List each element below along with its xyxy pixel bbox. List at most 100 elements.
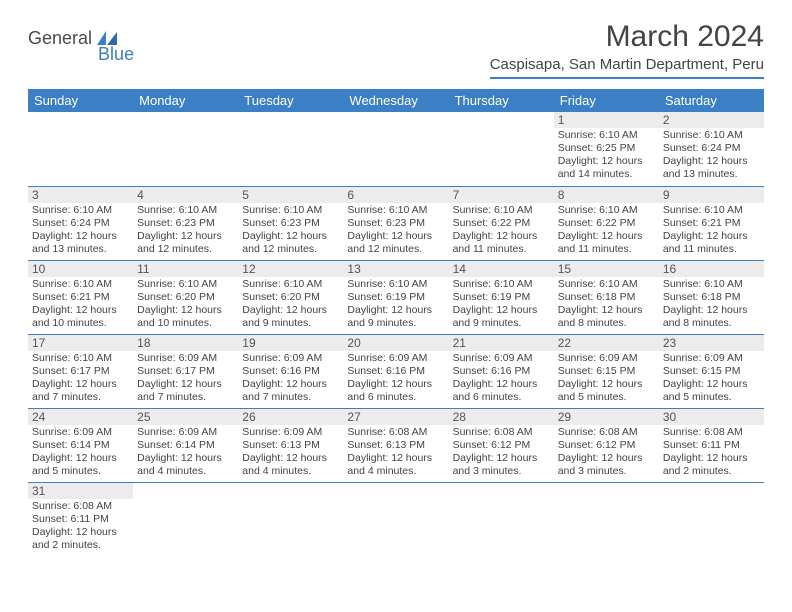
day-details: Sunrise: 6:10 AMSunset: 6:22 PMDaylight:… xyxy=(554,203,659,260)
daylight-line: Daylight: 12 hours and 11 minutes. xyxy=(558,230,655,256)
day-details: Sunrise: 6:09 AMSunset: 6:14 PMDaylight:… xyxy=(28,425,133,482)
sunset-line: Sunset: 6:12 PM xyxy=(453,439,550,452)
daylight-line: Daylight: 12 hours and 12 minutes. xyxy=(347,230,444,256)
day-number: 23 xyxy=(659,335,764,351)
day-number: 30 xyxy=(659,409,764,425)
day-number: 24 xyxy=(28,409,133,425)
sunset-line: Sunset: 6:18 PM xyxy=(663,291,760,304)
page-title: March 2024 xyxy=(490,20,764,54)
sunrise-line: Sunrise: 6:09 AM xyxy=(137,426,234,439)
sunrise-line: Sunrise: 6:09 AM xyxy=(453,352,550,365)
day-details: Sunrise: 6:10 AMSunset: 6:17 PMDaylight:… xyxy=(28,351,133,408)
daylight-line: Daylight: 12 hours and 6 minutes. xyxy=(347,378,444,404)
day-header-row: Sunday Monday Tuesday Wednesday Thursday… xyxy=(28,89,764,112)
day-number: 10 xyxy=(28,261,133,277)
sunset-line: Sunset: 6:17 PM xyxy=(137,365,234,378)
sunrise-line: Sunrise: 6:09 AM xyxy=(347,352,444,365)
sunrise-line: Sunrise: 6:08 AM xyxy=(32,500,129,513)
day-details: Sunrise: 6:10 AMSunset: 6:22 PMDaylight:… xyxy=(449,203,554,260)
sunrise-line: Sunrise: 6:10 AM xyxy=(32,204,129,217)
day-details: Sunrise: 6:10 AMSunset: 6:20 PMDaylight:… xyxy=(238,277,343,334)
daylight-line: Daylight: 12 hours and 13 minutes. xyxy=(663,155,760,181)
sunrise-line: Sunrise: 6:10 AM xyxy=(137,204,234,217)
sunrise-line: Sunrise: 6:10 AM xyxy=(663,278,760,291)
sunrise-line: Sunrise: 6:09 AM xyxy=(137,352,234,365)
daylight-line: Daylight: 12 hours and 7 minutes. xyxy=(242,378,339,404)
sunrise-line: Sunrise: 6:10 AM xyxy=(32,278,129,291)
day-number: 7 xyxy=(449,187,554,203)
day-details: Sunrise: 6:08 AMSunset: 6:11 PMDaylight:… xyxy=(659,425,764,482)
daylight-line: Daylight: 12 hours and 5 minutes. xyxy=(558,378,655,404)
calendar-cell xyxy=(343,112,448,186)
day-details: Sunrise: 6:09 AMSunset: 6:16 PMDaylight:… xyxy=(343,351,448,408)
day-number: 17 xyxy=(28,335,133,351)
sunset-line: Sunset: 6:19 PM xyxy=(453,291,550,304)
sunset-line: Sunset: 6:11 PM xyxy=(32,513,129,526)
calendar-cell: 23Sunrise: 6:09 AMSunset: 6:15 PMDayligh… xyxy=(659,334,764,408)
daylight-line: Daylight: 12 hours and 2 minutes. xyxy=(32,526,129,552)
daylight-line: Daylight: 12 hours and 14 minutes. xyxy=(558,155,655,181)
day-details: Sunrise: 6:10 AMSunset: 6:19 PMDaylight:… xyxy=(449,277,554,334)
header: General Blue March 2024 Caspisapa, San M… xyxy=(28,20,764,79)
calendar-row: 31Sunrise: 6:08 AMSunset: 6:11 PMDayligh… xyxy=(28,482,764,556)
calendar-row: 1Sunrise: 6:10 AMSunset: 6:25 PMDaylight… xyxy=(28,112,764,186)
calendar-row: 17Sunrise: 6:10 AMSunset: 6:17 PMDayligh… xyxy=(28,334,764,408)
sunrise-line: Sunrise: 6:10 AM xyxy=(347,278,444,291)
sunrise-line: Sunrise: 6:10 AM xyxy=(242,204,339,217)
daylight-line: Daylight: 12 hours and 3 minutes. xyxy=(558,452,655,478)
calendar-cell: 31Sunrise: 6:08 AMSunset: 6:11 PMDayligh… xyxy=(28,482,133,556)
daylight-line: Daylight: 12 hours and 11 minutes. xyxy=(453,230,550,256)
day-details: Sunrise: 6:09 AMSunset: 6:15 PMDaylight:… xyxy=(554,351,659,408)
daylight-line: Daylight: 12 hours and 2 minutes. xyxy=(663,452,760,478)
sunrise-line: Sunrise: 6:10 AM xyxy=(663,129,760,142)
day-details: Sunrise: 6:10 AMSunset: 6:19 PMDaylight:… xyxy=(343,277,448,334)
sunset-line: Sunset: 6:16 PM xyxy=(347,365,444,378)
sunrise-line: Sunrise: 6:10 AM xyxy=(558,278,655,291)
sunrise-line: Sunrise: 6:09 AM xyxy=(242,426,339,439)
day-number: 13 xyxy=(343,261,448,277)
sunset-line: Sunset: 6:14 PM xyxy=(32,439,129,452)
daylight-line: Daylight: 12 hours and 9 minutes. xyxy=(242,304,339,330)
sunrise-line: Sunrise: 6:08 AM xyxy=(347,426,444,439)
calendar-cell: 12Sunrise: 6:10 AMSunset: 6:20 PMDayligh… xyxy=(238,260,343,334)
calendar-cell: 6Sunrise: 6:10 AMSunset: 6:23 PMDaylight… xyxy=(343,186,448,260)
day-details: Sunrise: 6:10 AMSunset: 6:23 PMDaylight:… xyxy=(343,203,448,260)
daylight-line: Daylight: 12 hours and 12 minutes. xyxy=(137,230,234,256)
day-number: 2 xyxy=(659,112,764,128)
calendar-cell xyxy=(133,482,238,556)
sunset-line: Sunset: 6:21 PM xyxy=(32,291,129,304)
day-number: 22 xyxy=(554,335,659,351)
calendar-cell: 30Sunrise: 6:08 AMSunset: 6:11 PMDayligh… xyxy=(659,408,764,482)
calendar-cell: 19Sunrise: 6:09 AMSunset: 6:16 PMDayligh… xyxy=(238,334,343,408)
day-number: 14 xyxy=(449,261,554,277)
day-details: Sunrise: 6:10 AMSunset: 6:18 PMDaylight:… xyxy=(659,277,764,334)
calendar-cell: 10Sunrise: 6:10 AMSunset: 6:21 PMDayligh… xyxy=(28,260,133,334)
calendar-cell: 28Sunrise: 6:08 AMSunset: 6:12 PMDayligh… xyxy=(449,408,554,482)
daylight-line: Daylight: 12 hours and 12 minutes. xyxy=(242,230,339,256)
sunset-line: Sunset: 6:19 PM xyxy=(347,291,444,304)
day-header: Wednesday xyxy=(343,89,448,112)
day-details: Sunrise: 6:10 AMSunset: 6:23 PMDaylight:… xyxy=(133,203,238,260)
sunset-line: Sunset: 6:14 PM xyxy=(137,439,234,452)
daylight-line: Daylight: 12 hours and 3 minutes. xyxy=(453,452,550,478)
day-number: 3 xyxy=(28,187,133,203)
daylight-line: Daylight: 12 hours and 4 minutes. xyxy=(347,452,444,478)
sunrise-line: Sunrise: 6:09 AM xyxy=(558,352,655,365)
sunset-line: Sunset: 6:13 PM xyxy=(347,439,444,452)
day-details: Sunrise: 6:08 AMSunset: 6:12 PMDaylight:… xyxy=(554,425,659,482)
logo-text-general: General xyxy=(28,28,92,49)
day-header: Tuesday xyxy=(238,89,343,112)
day-number: 9 xyxy=(659,187,764,203)
sunrise-line: Sunrise: 6:08 AM xyxy=(453,426,550,439)
day-details: Sunrise: 6:09 AMSunset: 6:15 PMDaylight:… xyxy=(659,351,764,408)
title-underline xyxy=(490,77,764,79)
day-number: 27 xyxy=(343,409,448,425)
day-details: Sunrise: 6:10 AMSunset: 6:20 PMDaylight:… xyxy=(133,277,238,334)
sunrise-line: Sunrise: 6:09 AM xyxy=(663,352,760,365)
calendar-cell: 11Sunrise: 6:10 AMSunset: 6:20 PMDayligh… xyxy=(133,260,238,334)
calendar-row: 10Sunrise: 6:10 AMSunset: 6:21 PMDayligh… xyxy=(28,260,764,334)
sunset-line: Sunset: 6:23 PM xyxy=(347,217,444,230)
sunset-line: Sunset: 6:23 PM xyxy=(242,217,339,230)
sunset-line: Sunset: 6:24 PM xyxy=(663,142,760,155)
day-details: Sunrise: 6:09 AMSunset: 6:17 PMDaylight:… xyxy=(133,351,238,408)
